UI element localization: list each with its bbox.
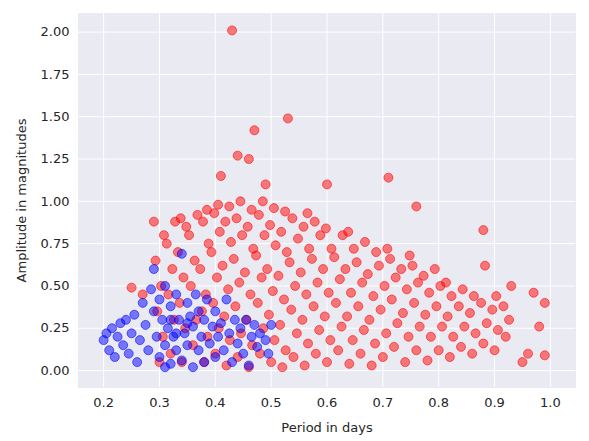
svg-text:0.3: 0.3 [149, 395, 170, 410]
svg-text:2.00: 2.00 [41, 24, 70, 39]
svg-text:Period in days: Period in days [281, 420, 373, 435]
svg-text:0.4: 0.4 [205, 395, 226, 410]
svg-text:1.50: 1.50 [41, 109, 70, 124]
svg-text:0.50: 0.50 [41, 278, 70, 293]
svg-text:1.0: 1.0 [540, 395, 561, 410]
svg-text:0.2: 0.2 [93, 395, 114, 410]
svg-text:0.6: 0.6 [317, 395, 338, 410]
svg-text:0.8: 0.8 [428, 395, 449, 410]
svg-text:0.75: 0.75 [41, 236, 70, 251]
svg-text:1.75: 1.75 [41, 67, 70, 82]
svg-text:Amplitude in magnitudes: Amplitude in magnitudes [14, 118, 29, 282]
svg-text:1.00: 1.00 [41, 194, 70, 209]
svg-text:0.9: 0.9 [484, 395, 505, 410]
svg-text:0.25: 0.25 [41, 320, 70, 335]
svg-text:1.25: 1.25 [41, 151, 70, 166]
svg-text:0.5: 0.5 [261, 395, 282, 410]
svg-text:0.00: 0.00 [41, 363, 70, 378]
svg-text:0.7: 0.7 [372, 395, 393, 410]
